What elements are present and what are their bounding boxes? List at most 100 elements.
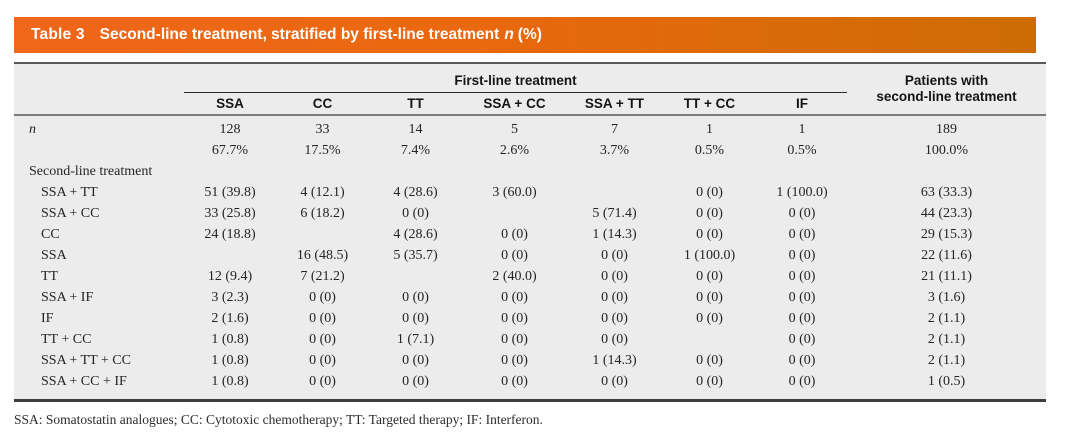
table-row: IF 2 (1.6) 0 (0) 0 (0) 0 (0) 0 (0) 0 (0) 0 (0) 2…	[14, 308, 1046, 329]
row-label: SSA + CC	[41, 205, 100, 221]
value-cell: 2 (40.0)	[492, 268, 537, 284]
table-row: 67.7% 17.5% 7.4% 2.6% 3.7% 0.5% 0.5% 100.0%	[14, 140, 1046, 161]
row-label: TT + CC	[41, 331, 92, 347]
value-cell: 0 (0)	[696, 352, 723, 368]
value-cell: 1 (100.0)	[776, 184, 828, 200]
empty-header-cell	[14, 64, 184, 92]
value-cell: 0 (0)	[788, 352, 816, 368]
value-cell: 0 (0)	[696, 205, 723, 221]
value-cell: 3.7%	[599, 142, 630, 158]
column-header: TT + CC	[662, 92, 757, 116]
value-cell: 1	[706, 121, 713, 137]
column-header: TT	[369, 92, 462, 116]
value-cell: 0 (0)	[601, 310, 628, 326]
value-cell: 0 (0)	[402, 310, 429, 326]
value-cell: 0.5%	[787, 142, 817, 158]
total-cell: 3 (1.6)	[927, 289, 966, 305]
value-cell: 1 (7.1)	[396, 331, 435, 347]
table-number: Table 3	[31, 26, 85, 43]
value-cell: 6 (18.2)	[300, 205, 345, 221]
value-cell: 0 (0)	[601, 289, 628, 305]
value-cell: 0 (0)	[501, 352, 528, 368]
table-title-percent: (%)	[517, 26, 542, 43]
value-cell: 5	[511, 121, 518, 137]
row-label: SSA	[41, 247, 67, 263]
value-cell: 0 (0)	[601, 331, 628, 347]
value-cell: 0 (0)	[696, 289, 723, 305]
table-title-n-italic: n	[504, 26, 514, 43]
value-cell: 0 (0)	[696, 268, 723, 284]
row-label	[14, 140, 184, 161]
value-cell: 3 (60.0)	[492, 184, 537, 200]
value-cell: 0 (0)	[788, 205, 816, 221]
value-cell: 5 (35.7)	[393, 247, 438, 263]
value-cell: 7	[611, 121, 618, 137]
value-cell: 16 (48.5)	[296, 247, 349, 263]
total-cell: 100.0%	[924, 142, 969, 158]
value-cell: 0 (0)	[696, 226, 723, 242]
first-line-treatment-group-header: First-line treatment	[184, 64, 847, 93]
value-cell: 51 (39.8)	[204, 184, 256, 200]
value-cell: 17.5%	[304, 142, 341, 158]
value-cell: 1 (14.3)	[592, 226, 637, 242]
value-cell: 4 (28.6)	[393, 226, 438, 242]
value-cell: 0 (0)	[501, 373, 528, 389]
value-cell: 67.7%	[211, 142, 249, 158]
value-cell: 0 (0)	[309, 310, 336, 326]
row-label: n	[29, 121, 36, 137]
value-cell: 0 (0)	[601, 268, 628, 284]
value-cell: 0 (0)	[788, 268, 816, 284]
table-row: CC 24 (18.8) 4 (28.6) 0 (0) 1 (14.3) 0 (0) 0 (…	[14, 224, 1046, 245]
value-cell: 5 (71.4)	[592, 205, 637, 221]
table-row: TT 12 (9.4) 7 (21.2) 2 (40.0) 0 (0) 0 (0) 0 (0…	[14, 266, 1046, 287]
table-title: Second-line treatment, stratified by fir…	[99, 26, 500, 43]
row-label: SSA + TT + CC	[41, 352, 131, 368]
treatment-table: First-line treatment Patients with secon…	[14, 64, 1046, 392]
column-header: SSA + TT	[567, 92, 662, 116]
row-label: CC	[41, 226, 60, 242]
total-cell: 2 (1.1)	[927, 310, 966, 326]
value-cell: 0 (0)	[309, 352, 336, 368]
column-header-row: SSA CC TT SSA + CC SSA + TT TT + CC IF	[14, 92, 1046, 116]
row-label: IF	[41, 310, 54, 326]
value-cell	[567, 182, 662, 203]
value-cell: 0 (0)	[601, 373, 628, 389]
row-label: SSA + IF	[41, 289, 94, 305]
value-cell: 12 (9.4)	[207, 268, 253, 284]
total-cell: 21 (11.1)	[921, 268, 972, 284]
column-header: SSA	[184, 92, 276, 116]
value-cell: 0 (0)	[696, 184, 723, 200]
total-cell: 63 (33.3)	[920, 184, 973, 200]
value-cell: 1 (100.0)	[683, 247, 736, 263]
value-cell: 0 (0)	[788, 289, 816, 305]
value-cell: 0 (0)	[501, 289, 528, 305]
value-cell: 0 (0)	[788, 331, 816, 347]
treatment-table-container: First-line treatment Patients with secon…	[14, 62, 1046, 402]
value-cell: 1 (0.8)	[211, 352, 249, 368]
value-cell: 4 (12.1)	[300, 184, 345, 200]
table-row: SSA + TT + CC 1 (0.8) 0 (0) 0 (0) 0 (0) 1 (14…	[14, 350, 1046, 371]
value-cell	[184, 245, 276, 266]
table-row: SSA + CC 33 (25.8) 6 (18.2) 0 (0) 5 (71.4) 0 …	[14, 203, 1046, 224]
table-row: SSA + TT 51 (39.8) 4 (12.1) 4 (28.6) 3 (60.0…	[14, 182, 1046, 203]
value-cell: 0 (0)	[696, 373, 723, 389]
value-cell: 0 (0)	[501, 226, 528, 242]
total-column-header: Patients with second-line treatment	[847, 64, 1046, 116]
value-cell: 24 (18.8)	[204, 226, 256, 242]
value-cell: 0 (0)	[402, 352, 429, 368]
value-cell: 7.4%	[400, 142, 431, 158]
total-cell: 2 (1.1)	[927, 331, 966, 347]
column-header: SSA + CC	[462, 92, 567, 116]
group-header-row: First-line treatment Patients with secon…	[14, 64, 1046, 116]
value-cell: 0.5%	[694, 142, 725, 158]
total-cell: 22 (11.6)	[921, 247, 972, 263]
value-cell: 0 (0)	[402, 289, 429, 305]
value-cell: 0 (0)	[309, 331, 336, 347]
row-label: TT	[41, 268, 59, 284]
value-cell: 3 (2.3)	[211, 289, 249, 305]
table-row: Second-line treatment	[14, 161, 1046, 182]
value-cell: 0 (0)	[788, 373, 816, 389]
value-cell: 33	[315, 121, 330, 137]
value-cell: 0 (0)	[309, 373, 336, 389]
